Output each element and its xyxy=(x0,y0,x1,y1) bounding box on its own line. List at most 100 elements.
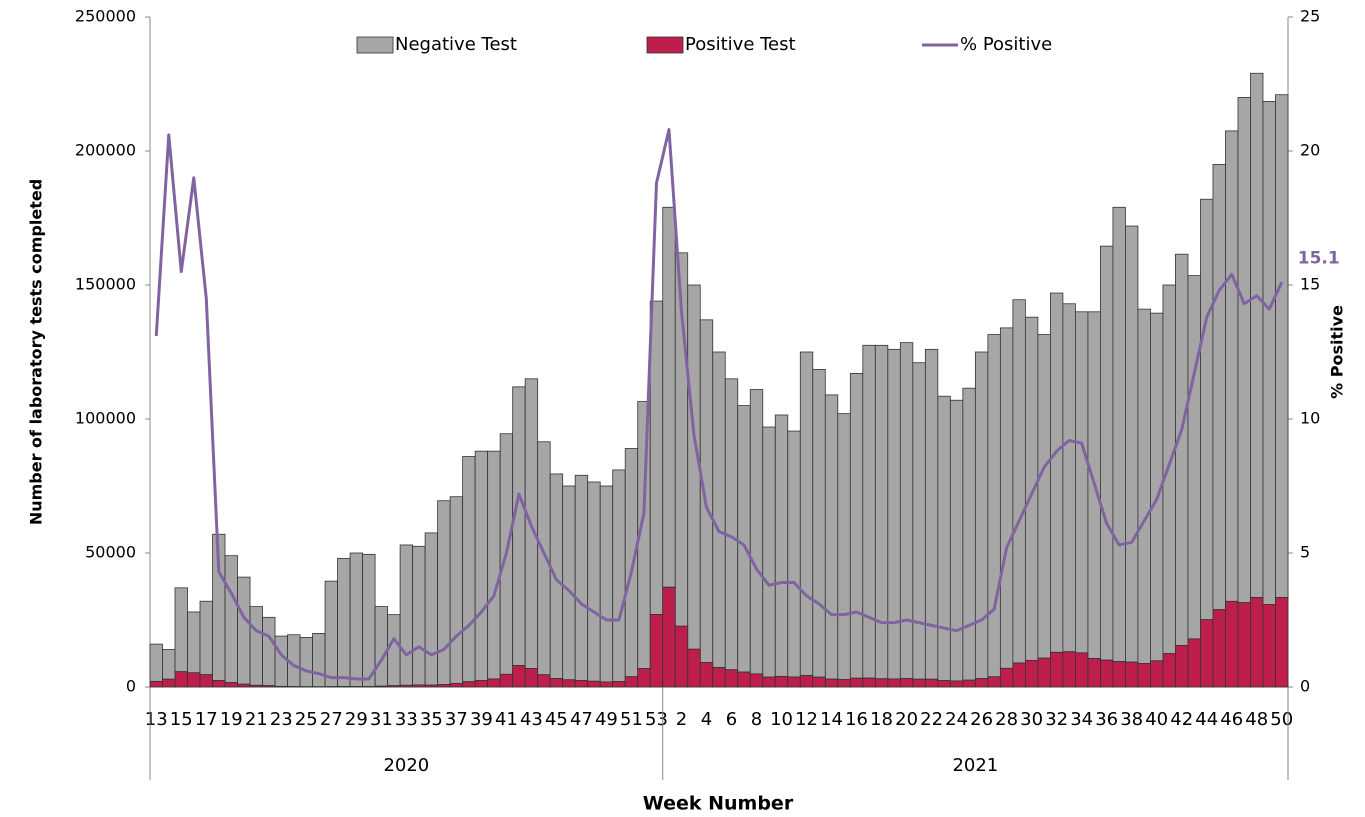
bar xyxy=(387,685,401,688)
x-tick-label: 8 xyxy=(751,709,762,730)
bar xyxy=(799,675,814,688)
x-tick-label: 50 xyxy=(1270,709,1293,730)
bar xyxy=(887,348,901,680)
bar xyxy=(962,387,976,681)
bar xyxy=(249,684,263,688)
bar xyxy=(399,684,414,688)
x-tick-label: 27 xyxy=(320,709,343,730)
x-tick-label: 19 xyxy=(220,709,243,730)
x-tick-label: 35 xyxy=(420,709,443,730)
x-tick-label: 51 xyxy=(620,709,643,730)
bar xyxy=(1187,275,1201,640)
bar xyxy=(837,679,851,688)
bar xyxy=(712,351,726,668)
y2-axis-label: % Positive xyxy=(1328,305,1347,399)
bar xyxy=(1237,97,1251,604)
bar xyxy=(1062,651,1076,688)
x-tick-label: 12 xyxy=(795,709,818,730)
bar xyxy=(487,450,501,680)
x-tick-label: 31 xyxy=(370,709,393,730)
bar xyxy=(1200,198,1214,621)
bar xyxy=(299,637,313,688)
x-tick-label: 21 xyxy=(245,709,268,730)
bar xyxy=(449,682,464,688)
bar xyxy=(512,664,526,688)
bar xyxy=(537,441,551,676)
bar xyxy=(912,678,926,688)
bar xyxy=(1049,292,1064,653)
bar xyxy=(487,678,501,688)
bar xyxy=(599,485,614,683)
x-tick-label: 23 xyxy=(270,709,293,730)
bar xyxy=(1012,662,1026,688)
x-tick-label: 40 xyxy=(1145,709,1168,730)
bar xyxy=(987,676,1001,688)
x-tick-label: 6 xyxy=(726,709,737,730)
bar xyxy=(424,532,439,686)
bar xyxy=(574,474,589,681)
bar xyxy=(262,685,276,688)
bar xyxy=(1262,101,1276,605)
bar xyxy=(1087,658,1101,688)
y-tick-label: 50000 xyxy=(85,543,136,562)
y-tick-label: 200000 xyxy=(75,141,136,160)
bar xyxy=(899,677,914,688)
bar xyxy=(849,677,864,688)
bar xyxy=(1225,130,1239,602)
bar xyxy=(1112,661,1126,688)
bar xyxy=(237,683,251,688)
bar xyxy=(562,485,576,681)
x-tick-label: 48 xyxy=(1245,709,1268,730)
bar xyxy=(387,614,401,687)
x-tick-label: 25 xyxy=(295,709,318,730)
x-tick-label: 4 xyxy=(701,709,712,730)
y-tick-label: 250000 xyxy=(75,7,136,26)
bar xyxy=(237,576,251,685)
bar xyxy=(999,327,1014,669)
bar xyxy=(1162,284,1176,655)
bar xyxy=(912,362,926,680)
bar xyxy=(749,673,764,688)
bar xyxy=(1062,303,1076,653)
bar xyxy=(599,681,614,688)
y-tick-label: 150000 xyxy=(75,275,136,294)
bar xyxy=(1237,602,1251,688)
bar xyxy=(1262,604,1276,688)
bar xyxy=(537,674,551,688)
bar xyxy=(624,448,639,678)
bar xyxy=(199,674,213,688)
bar xyxy=(1075,652,1089,688)
bar xyxy=(1275,597,1289,688)
bar xyxy=(987,334,1001,678)
bar xyxy=(787,430,801,678)
bar xyxy=(262,616,276,687)
x-group-label: 2020 xyxy=(383,755,429,776)
bar xyxy=(424,684,439,688)
bar xyxy=(1112,206,1126,662)
bar xyxy=(724,669,739,688)
bar xyxy=(812,676,826,688)
x-group-label: 2021 xyxy=(952,755,998,776)
y2-tick-label: 15 xyxy=(1300,275,1320,294)
bar xyxy=(774,675,789,688)
bar xyxy=(1125,661,1139,688)
bar xyxy=(774,414,789,677)
bar xyxy=(862,677,876,688)
bar xyxy=(699,319,714,663)
bar xyxy=(649,300,664,615)
bar xyxy=(512,386,526,666)
bar xyxy=(862,344,876,679)
bar xyxy=(574,680,589,688)
bar xyxy=(249,606,263,686)
x-tick-label: 10 xyxy=(770,709,793,730)
bar xyxy=(1125,225,1139,663)
x-tick-label: 14 xyxy=(820,709,843,730)
x-tick-label: 49 xyxy=(595,709,618,730)
x-tick-label: 47 xyxy=(570,709,593,730)
data-label: 15.1 xyxy=(1298,248,1340,268)
bar xyxy=(1037,334,1051,659)
bar xyxy=(724,378,739,671)
bar xyxy=(449,496,464,684)
bar xyxy=(612,469,626,682)
bar xyxy=(474,680,489,688)
